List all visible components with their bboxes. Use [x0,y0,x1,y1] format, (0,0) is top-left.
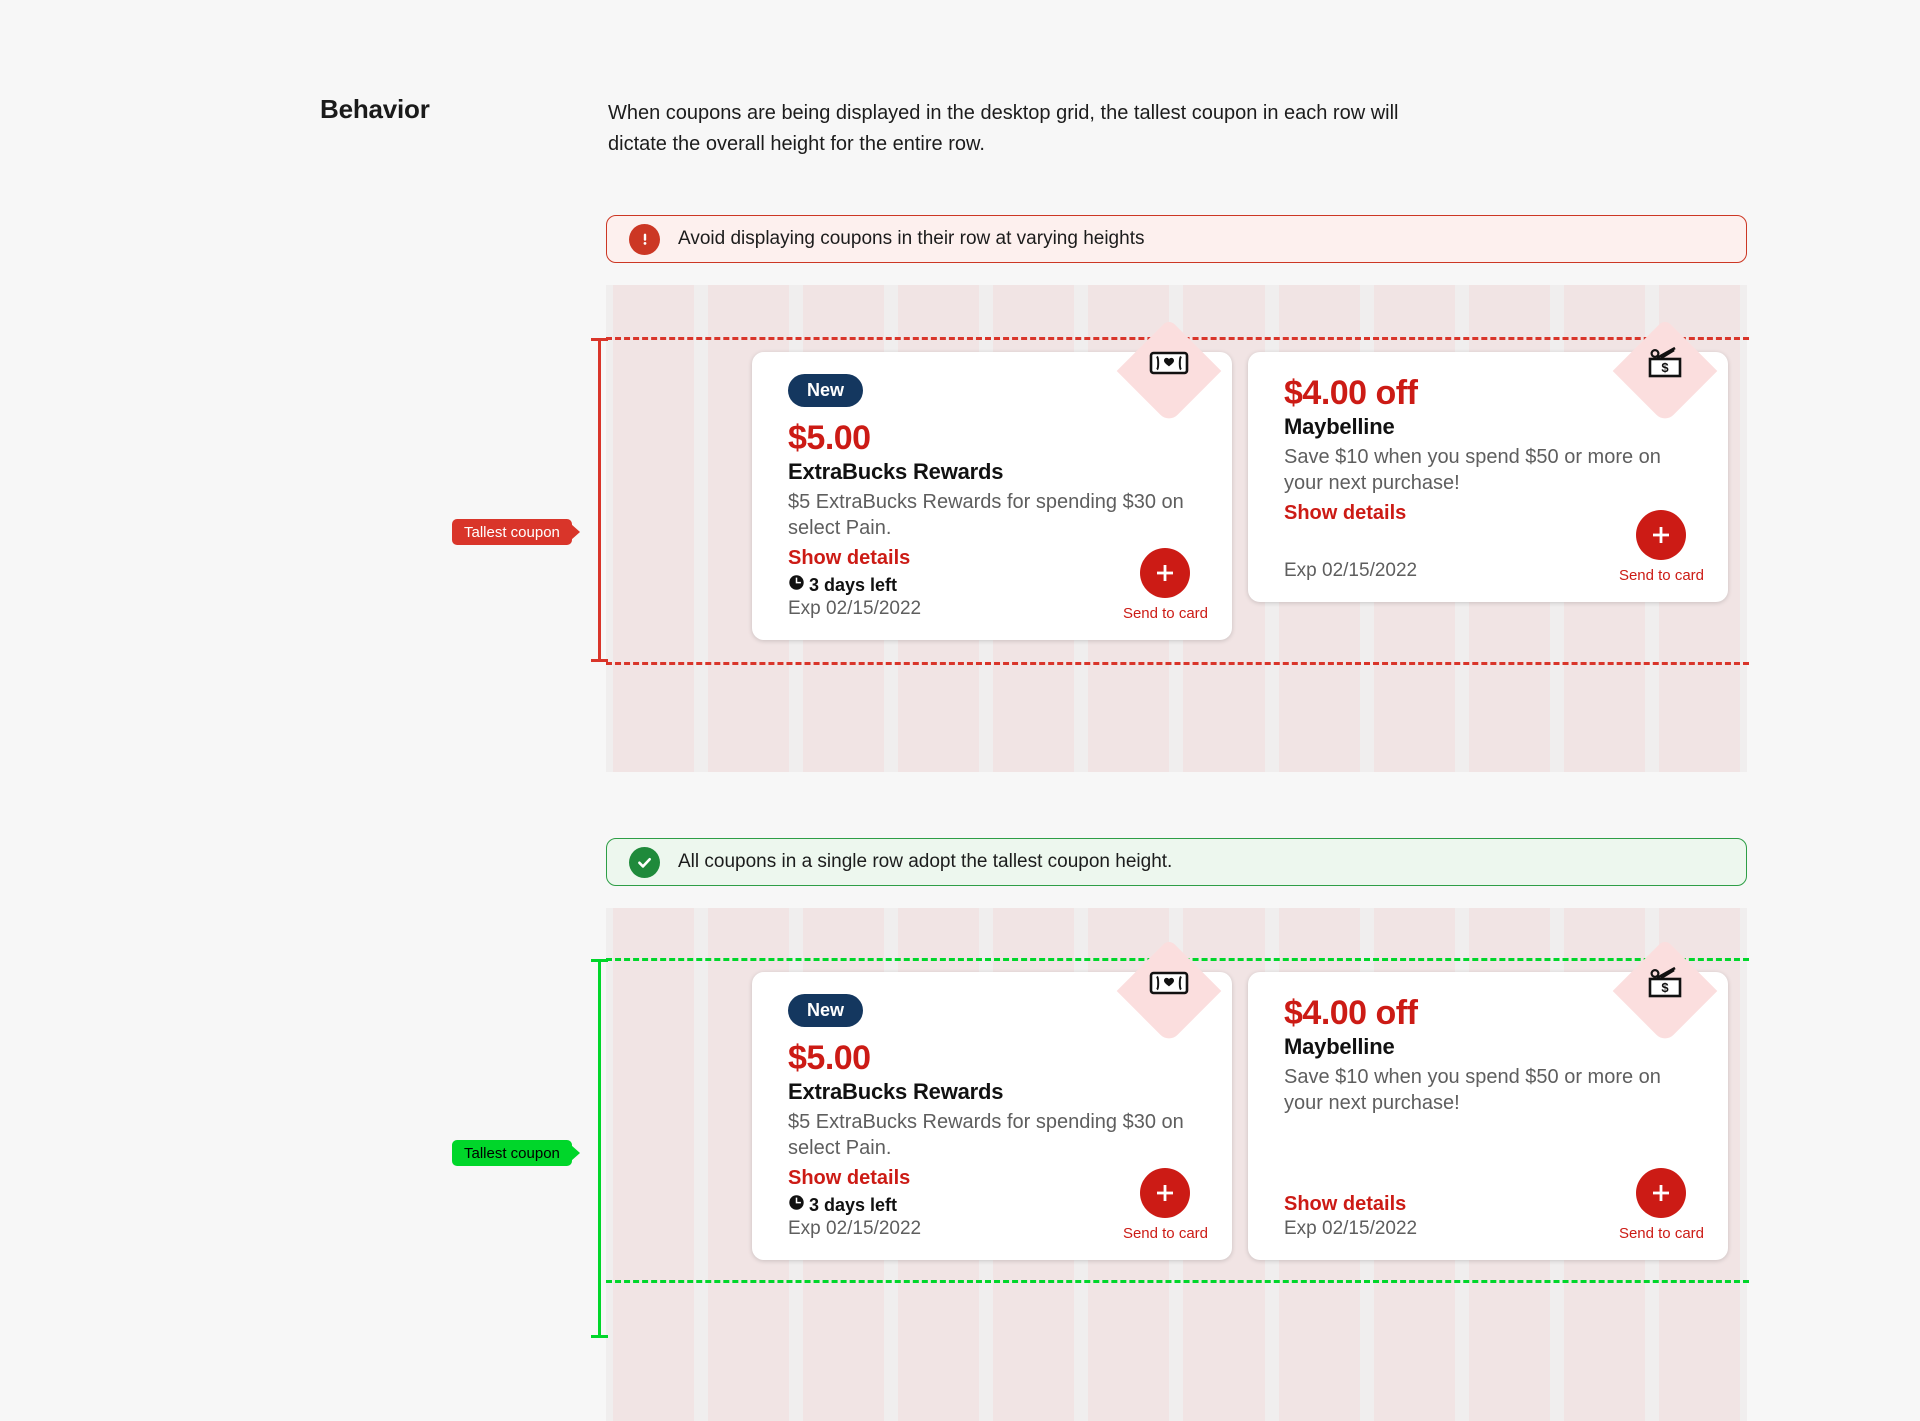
expiration-date: Exp 02/15/2022 [1284,560,1418,581]
success-banner: All coupons in a single row adopt the ta… [606,838,1747,886]
send-to-card-group[interactable]: Send to card [1619,510,1704,584]
bracket-cap-bottom [591,1335,608,1338]
send-to-card-group[interactable]: Send to card [1123,548,1208,622]
days-left-text: 3 days left [809,1194,898,1215]
coupon-brand: ExtraBucks Rewards [788,1079,1004,1105]
new-badge: New [788,994,864,1027]
expiration-date: Exp 02/15/2022 [788,1218,922,1239]
coupon-amount: $4.00 off [1284,994,1418,1032]
send-to-card-label: Send to card [1122,605,1208,622]
svg-text:$: $ [1661,980,1669,995]
height-bracket-error [591,338,608,662]
show-details-link[interactable]: Show details [788,547,911,570]
error-banner: Avoid displaying coupons in their row at… [606,215,1747,263]
measure-line-bottom-success [606,1280,1749,1283]
show-details-link[interactable]: Show details [788,1167,911,1190]
send-to-card-group[interactable]: Send to card [1123,1168,1208,1242]
clock-icon [788,1194,805,1216]
coupon-scissors-icon: $ [1612,938,1718,1044]
height-bracket-success [591,959,608,1338]
cash-heart-icon-glyph [1132,954,1206,1028]
exclamation-icon [629,223,660,255]
add-to-card-button[interactable] [1140,548,1191,598]
send-to-card-label: Send to card [1618,1225,1704,1242]
page-title: Behavior [320,94,430,124]
coupon-card-extrabucks-error[interactable]: New $5.00 ExtraBucks Rewards $5 ExtraBuc… [752,318,1232,640]
send-to-card-label: Send to card [1618,567,1704,584]
coupon-description: $5 ExtraBucks Rewards for spending $30 o… [788,491,1184,540]
coupon-amount: $4.00 off [1284,374,1418,412]
coupon-card-maybelline-error[interactable]: $ $4.00 off Maybelline Save $10 when you… [1248,318,1728,602]
coupon-card-maybelline-success[interactable]: $ $4.00 off Maybelline Save $10 when you… [1248,938,1728,1260]
check-icon [629,846,660,878]
expiration-date: Exp 02/15/2022 [1284,1218,1418,1239]
cash-heart-icon [1116,938,1222,1044]
cash-heart-icon [1116,318,1222,424]
error-banner-text: Avoid displaying coupons in their row at… [678,228,1145,249]
tallest-coupon-label-success: Tallest coupon [452,1140,580,1166]
bracket-cap-top [591,959,608,962]
bracket-cap-top [591,338,608,341]
days-left-row: 3 days left [788,574,1206,596]
coupon-scissors-icon-glyph: $ [1628,334,1702,408]
new-badge: New [788,374,864,407]
bracket-cap-bottom [591,659,608,662]
add-to-card-button[interactable] [1636,1168,1687,1218]
coupon-amount: $5.00 [788,419,871,457]
measure-line-bottom-error [606,662,1749,665]
show-details-link[interactable]: Show details [1284,502,1407,525]
cash-heart-icon-glyph [1132,334,1206,408]
coupon-amount: $5.00 [788,1039,871,1077]
grid-column [613,285,695,772]
expiration-date: Exp 02/15/2022 [788,598,922,619]
tallest-coupon-label-error: Tallest coupon [452,519,580,545]
coupon-brand: Maybelline [1284,414,1395,440]
days-left-row: 3 days left [788,1194,1206,1216]
coupon-card-extrabucks-success[interactable]: New $5.00 ExtraBucks Rewards $5 ExtraBuc… [752,938,1232,1260]
send-to-card-label: Send to card [1122,1225,1208,1242]
add-to-card-button[interactable] [1636,510,1687,560]
coupon-scissors-icon: $ [1612,318,1718,424]
clock-icon [788,574,805,596]
coupon-brand: ExtraBucks Rewards [788,459,1004,485]
show-details-link[interactable]: Show details [1284,1193,1407,1215]
coupon-scissors-icon-glyph: $ [1628,954,1702,1028]
add-to-card-button[interactable] [1140,1168,1191,1218]
coupon-description: Save $10 when you spend $50 or more on y… [1284,446,1661,495]
days-left-text: 3 days left [809,574,898,595]
success-banner-text: All coupons in a single row adopt the ta… [678,851,1173,872]
coupon-description: Save $10 when you spend $50 or more on y… [1284,1066,1661,1115]
grid-column [613,908,695,1421]
send-to-card-group[interactable]: Send to card [1619,1168,1704,1242]
coupon-description: $5 ExtraBucks Rewards for spending $30 o… [788,1111,1184,1160]
svg-text:$: $ [1661,360,1669,375]
coupon-brand: Maybelline [1284,1034,1395,1060]
page-description: When coupons are being displayed in the … [608,102,1399,155]
